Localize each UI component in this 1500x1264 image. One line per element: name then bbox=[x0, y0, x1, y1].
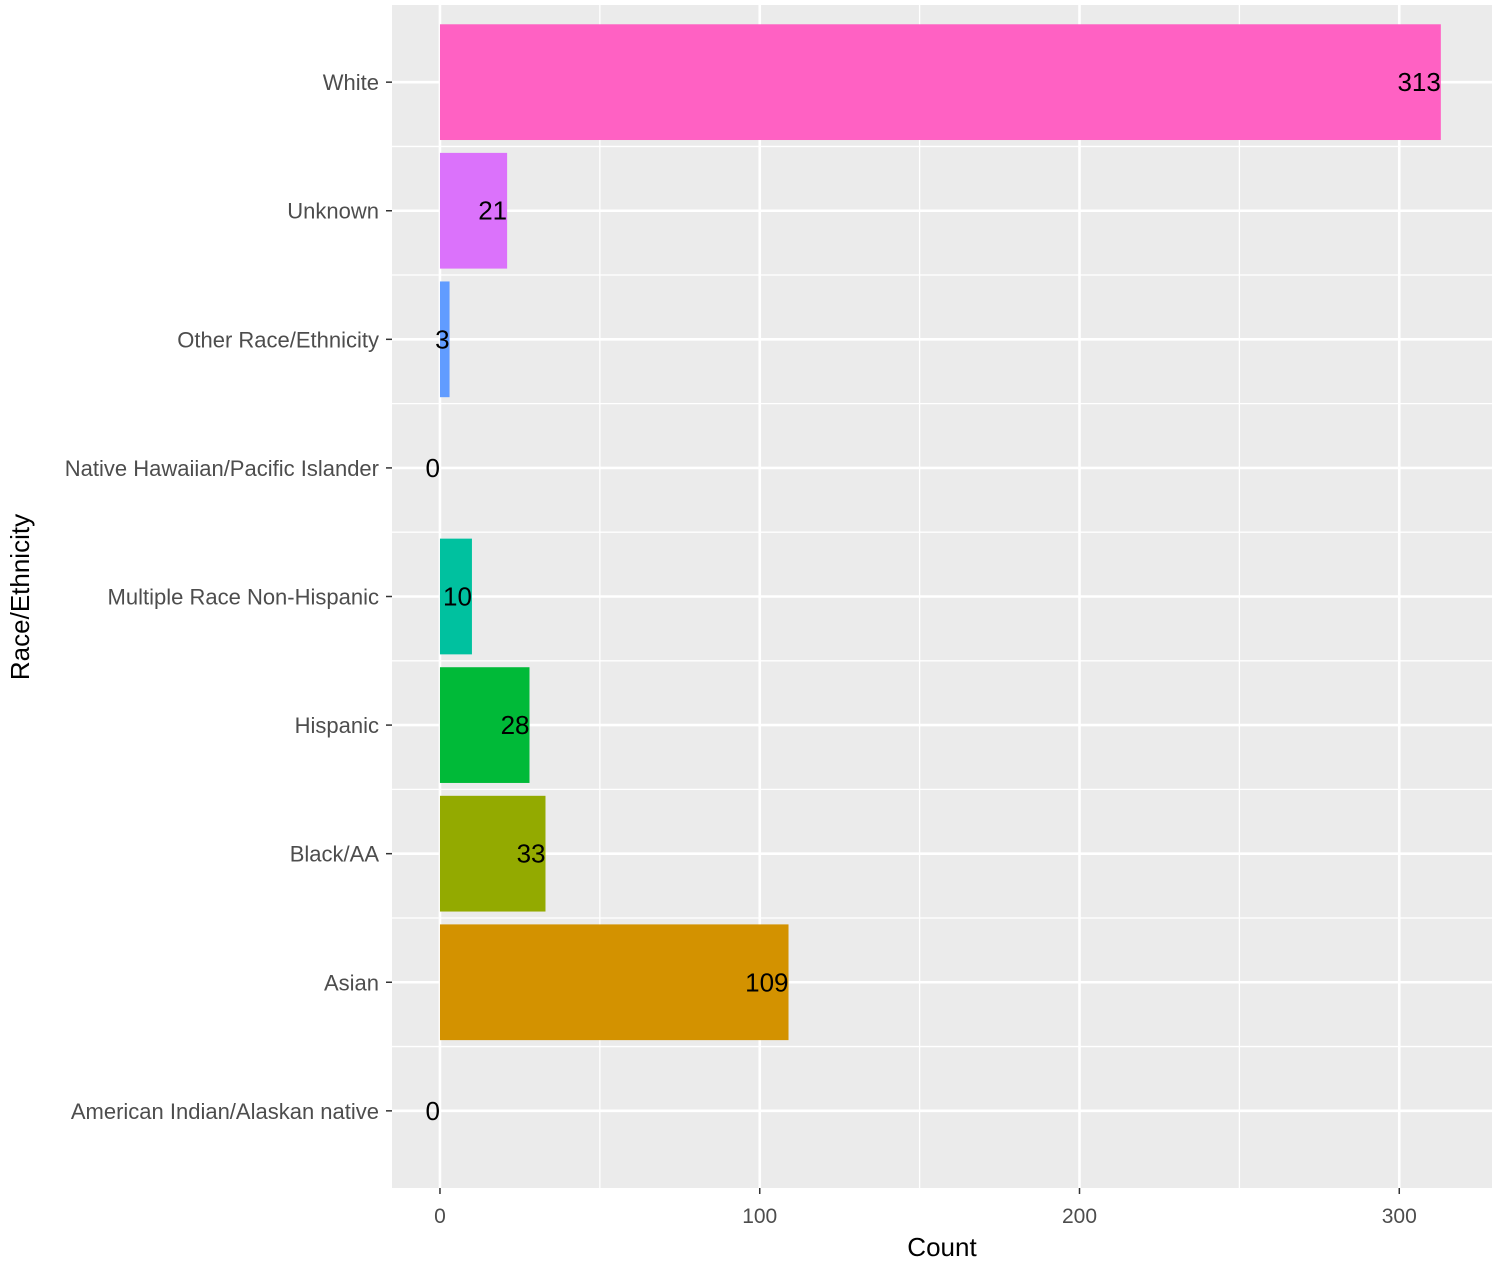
y-tick-label: Unknown bbox=[287, 199, 379, 224]
x-tick-label: 300 bbox=[1382, 1205, 1417, 1228]
bar bbox=[439, 152, 508, 269]
y-tick-label: Multiple Race Non-Hispanic bbox=[108, 585, 379, 610]
y-tick-label: Asian bbox=[324, 970, 379, 995]
bar bbox=[439, 795, 546, 912]
data-label: 0 bbox=[425, 453, 439, 483]
y-axis-title: Race/Ethnicity bbox=[5, 514, 35, 680]
x-axis-title: Count bbox=[907, 1232, 977, 1262]
y-tick-label: Native Hawaiian/Pacific Islander bbox=[65, 456, 379, 481]
bar bbox=[439, 667, 530, 783]
bars bbox=[439, 24, 1441, 1041]
y-tick-label: American Indian/Alaskan native bbox=[71, 1099, 379, 1124]
data-label: 10 bbox=[443, 582, 472, 612]
y-tick-label: White bbox=[323, 70, 379, 95]
data-label: 313 bbox=[1397, 67, 1440, 97]
data-label: 21 bbox=[478, 196, 507, 226]
x-tick-label: 200 bbox=[1062, 1205, 1097, 1228]
data-labels: 0 109 33 28 10 0 3 21 313 bbox=[425, 67, 1440, 1126]
data-label: 28 bbox=[501, 710, 530, 740]
y-tick-label: Black/AA bbox=[290, 842, 380, 867]
data-label: 3 bbox=[435, 324, 449, 354]
bar bbox=[439, 281, 450, 398]
x-tick-label: 100 bbox=[742, 1205, 777, 1228]
bar bbox=[439, 538, 472, 655]
y-axis: American Indian/Alaskan native Asian Black… bbox=[65, 70, 392, 1124]
data-label: 33 bbox=[517, 839, 546, 869]
data-label: 109 bbox=[745, 967, 788, 997]
x-tick-label: 0 bbox=[434, 1205, 446, 1228]
bar bbox=[439, 24, 1441, 141]
x-axis: 0 100 200 300 bbox=[434, 1188, 1417, 1228]
bar bbox=[439, 924, 789, 1041]
y-tick-label: Other Race/Ethnicity bbox=[177, 327, 379, 352]
data-label: 0 bbox=[425, 1096, 439, 1126]
y-tick-label: Hispanic bbox=[295, 713, 379, 738]
